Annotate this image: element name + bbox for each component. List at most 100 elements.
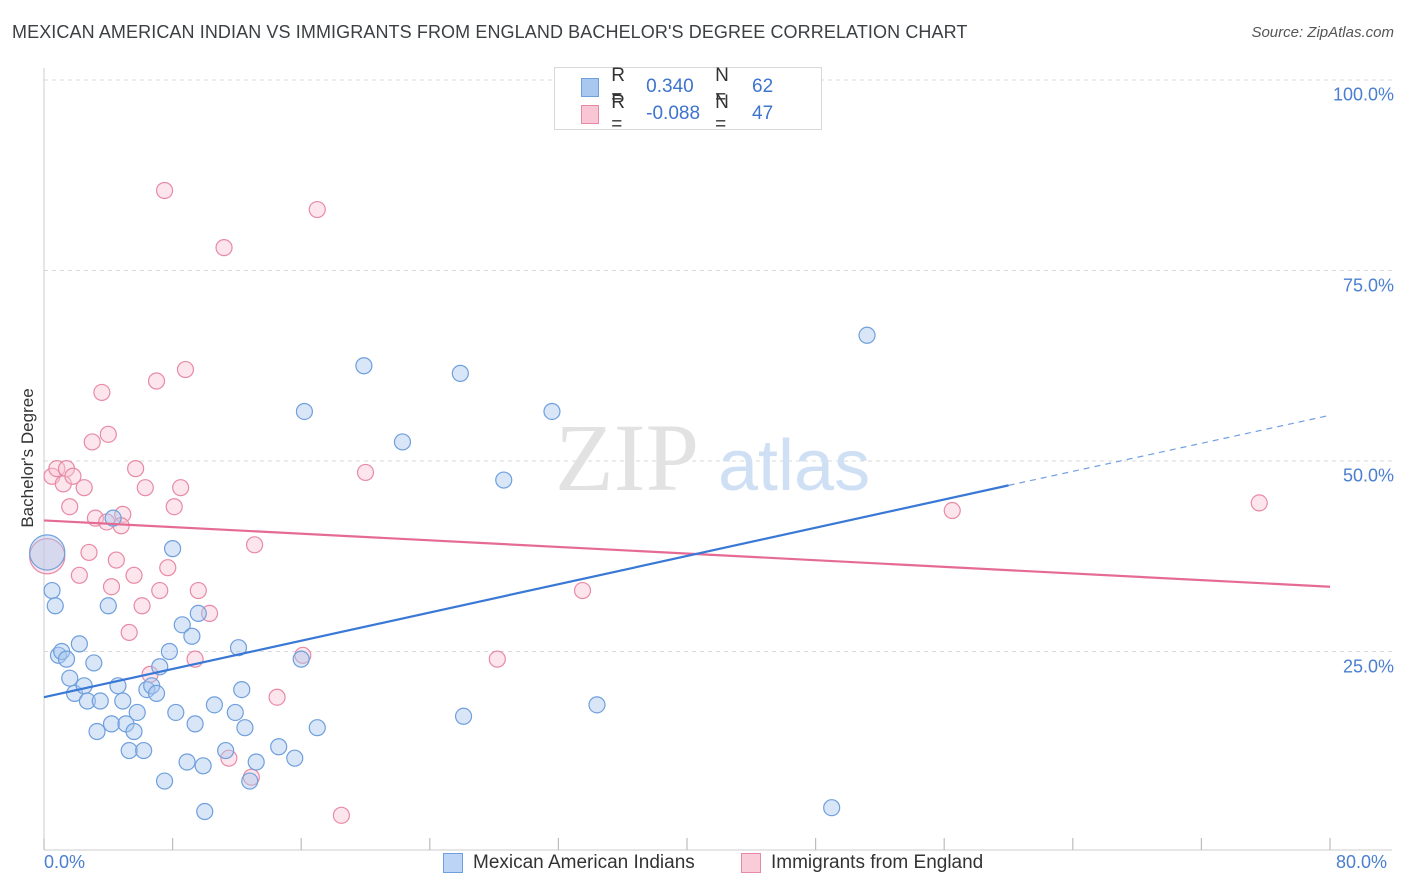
point-mexican-american-indian: [241, 772, 259, 790]
point-immigrant-england: [155, 181, 174, 200]
point-immigrant-england: [356, 463, 375, 482]
legend: Mexican American Indians Immigrants from…: [0, 852, 1406, 878]
chart-title: MEXICAN AMERICAN INDIAN VS IMMIGRANTS FR…: [12, 22, 968, 42]
y-tick-label-25: 25.0%: [1342, 656, 1394, 676]
point-immigrant-england: [332, 806, 350, 824]
point-mexican-american-indian: [91, 692, 109, 710]
y-tick-label-50: 50.0%: [1342, 465, 1394, 486]
trend-line-extension: [1008, 414, 1331, 486]
point-immigrant-england: [176, 360, 195, 379]
point-mexican-american-indian: [588, 696, 606, 714]
stats-n-label: N =: [715, 65, 729, 108]
point-mexican-american-indian: [147, 684, 166, 703]
point-mexican-american-indian: [88, 722, 106, 741]
point-mexican-american-indian: [295, 402, 314, 421]
stats-n-value-pink: 47: [752, 103, 774, 124]
point-immigrant-england: [136, 479, 154, 497]
point-immigrant-england: [215, 239, 233, 257]
point-mexican-american-indian: [104, 509, 122, 527]
point-mexican-american-indian: [135, 741, 153, 760]
point-mexican-american-indian: [114, 692, 132, 710]
point-mexican-american-indian: [543, 402, 561, 421]
point-immigrant-england: [127, 460, 145, 478]
point-immigrant-england: [943, 501, 961, 520]
point-mexican-american-indian: [85, 654, 103, 672]
point-mexican-american-indian: [451, 364, 469, 382]
point-mexican-american-indian: [454, 707, 473, 725]
point-mexican-american-indian: [167, 703, 185, 722]
stats-row-pink: R = -0.088 N = 47: [555, 92, 821, 135]
watermark: ZIP atlas: [555, 404, 870, 511]
point-mexican-american-indian: [78, 692, 97, 710]
gridlines: [44, 79, 1392, 652]
point-mexican-american-indian: [160, 642, 178, 661]
point-mexican-american-indian: [196, 802, 214, 821]
point-mexican-american-indian: [194, 757, 212, 775]
stats-n-label: N =: [715, 92, 729, 135]
legend-item-mexican-american-indians: Mexican American Indians: [443, 852, 695, 874]
point-immigrant-england: [83, 433, 101, 451]
stats-box: R = 0.340 N = 62 R = -0.088 N = 47: [554, 65, 822, 135]
trend-lines: [43, 414, 1331, 699]
point-mexican-american-indian: [236, 719, 254, 737]
point-mexican-american-indian: [823, 799, 841, 817]
stats-row-blue: R = 0.340 N = 62: [555, 65, 821, 108]
stats-swatch-pink: [581, 104, 600, 124]
stats-swatch-blue: [581, 77, 600, 97]
point-immigrant-england: [61, 498, 79, 516]
point-mexican-american-indian: [393, 433, 412, 451]
point-mexican-american-indian: [186, 715, 204, 733]
legend-label: Mexican American Indians: [473, 852, 695, 873]
point-mexican-american-indian: [120, 741, 138, 760]
point-mexican-american-indian: [164, 540, 182, 558]
point-mexican-american-indian: [233, 680, 251, 699]
point-mexican-american-indian: [43, 581, 61, 600]
stats-r-value-pink: -0.088: [646, 103, 701, 124]
point-mexican-american-indian: [125, 722, 143, 741]
point-immigrant-england: [268, 688, 286, 706]
point-mexican-american-indian: [29, 534, 66, 571]
point-immigrant-england: [120, 623, 138, 642]
point-mexican-american-indian: [128, 703, 146, 722]
point-mexican-american-indian: [229, 639, 248, 657]
trend-line-immigrants-england: [43, 519, 1331, 588]
y-tick-label-100: 100.0%: [1332, 84, 1394, 105]
point-immigrant-england: [308, 200, 326, 219]
point-mexican-american-indian: [102, 715, 121, 733]
point-immigrant-england: [102, 578, 121, 596]
point-immigrant-england: [99, 425, 117, 443]
point-mexican-american-indian: [355, 357, 373, 375]
point-immigrant-england: [133, 597, 151, 615]
legend-swatch-pink: [741, 853, 761, 873]
axes: [43, 68, 1392, 851]
series-mexican-american-indians: [29, 326, 876, 821]
stats-n-value-blue: 62: [752, 76, 774, 97]
point-mexican-american-indian: [183, 627, 201, 645]
point-immigrant-england: [165, 498, 183, 516]
point-immigrant-england: [70, 566, 88, 584]
point-mexican-american-indian: [226, 703, 244, 722]
point-immigrant-england: [93, 383, 111, 402]
point-mexican-american-indian: [61, 669, 79, 687]
watermark-atlas: atlas: [718, 426, 870, 506]
stats-r-value-blue: 0.340: [646, 76, 694, 97]
point-mexican-american-indian: [155, 772, 174, 790]
watermark-zip: ZIP: [555, 404, 699, 511]
point-immigrant-england: [488, 650, 506, 668]
point-mexican-american-indian: [217, 741, 235, 760]
point-mexican-american-indian: [189, 604, 207, 623]
point-mexican-american-indian: [247, 753, 265, 771]
point-mexican-american-indian: [858, 326, 876, 344]
point-immigrant-england: [80, 543, 98, 562]
point-immigrant-england: [107, 551, 125, 569]
legend-swatch-blue: [443, 853, 463, 873]
x-tick-max: 80.0%: [1336, 852, 1388, 872]
point-immigrant-england: [147, 372, 166, 390]
legend-label: Immigrants from England: [771, 852, 984, 873]
point-mexican-american-indian: [286, 749, 304, 767]
y-tick-label-75: 75.0%: [1342, 275, 1394, 295]
point-immigrant-england: [189, 581, 207, 600]
stats-r-label: R =: [611, 65, 626, 108]
point-mexican-american-indian: [205, 696, 223, 714]
